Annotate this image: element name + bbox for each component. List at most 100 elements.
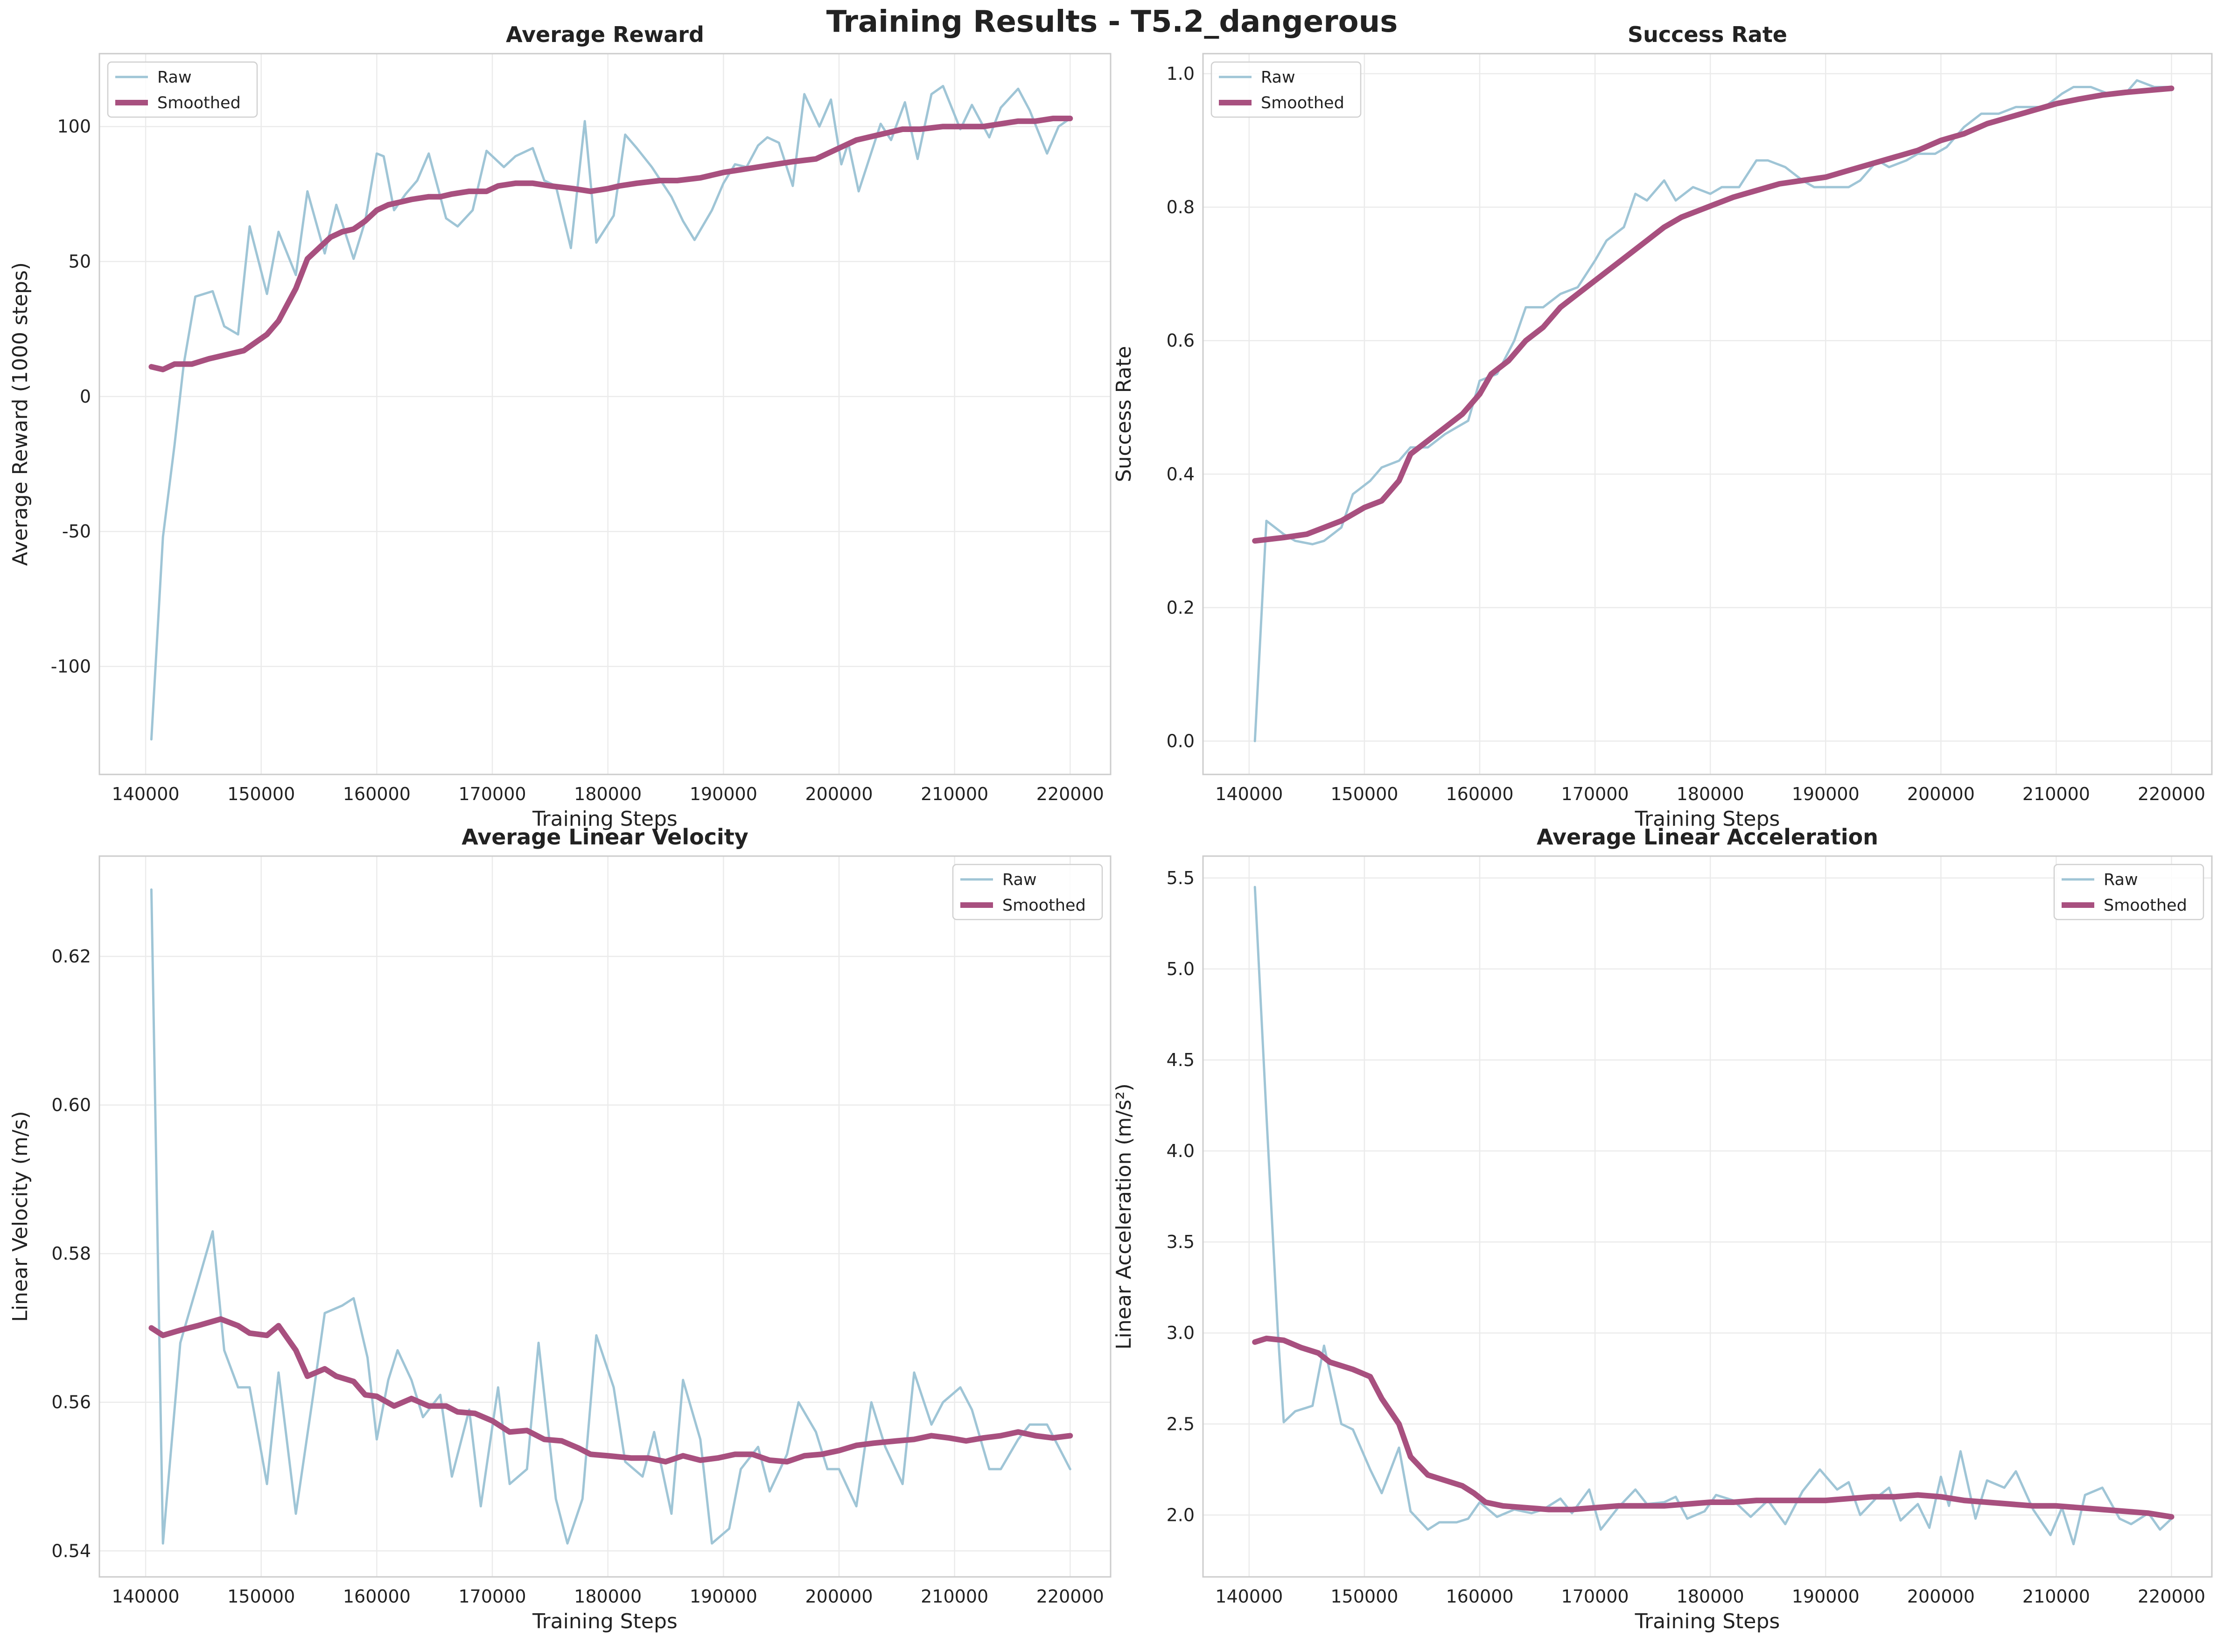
chart-title: Average Linear Velocity bbox=[462, 824, 748, 850]
x-tick-label: 190000 bbox=[1792, 784, 1860, 804]
x-axis-label: Training Steps bbox=[1635, 807, 1780, 831]
series-line-smoothed bbox=[1252, 85, 2175, 544]
x-tick-label: 200000 bbox=[1907, 784, 1975, 804]
legend: Raw Smoothed bbox=[1210, 61, 1362, 118]
grid bbox=[99, 54, 1111, 774]
grid bbox=[1203, 856, 2212, 1577]
x-tick-label: 200000 bbox=[1907, 1586, 1975, 1607]
y-axis-label: Linear Acceleration (m/s²) bbox=[1112, 1083, 1136, 1350]
legend: Raw Smoothed bbox=[107, 61, 258, 118]
x-tick-label: 180000 bbox=[574, 784, 642, 804]
x-tick-label: 210000 bbox=[921, 784, 988, 804]
y-tick-label: 4.0 bbox=[1167, 1141, 1195, 1161]
y-tick-label: 100 bbox=[57, 116, 91, 137]
y-tick-label: 0.56 bbox=[51, 1392, 91, 1413]
y-tick-label: 0.0 bbox=[1167, 731, 1195, 751]
x-tick-label: 170000 bbox=[1561, 784, 1629, 804]
x-tick-label: 150000 bbox=[1330, 1586, 1398, 1607]
x-tick-label: 170000 bbox=[459, 1586, 526, 1607]
x-tick-label: 150000 bbox=[227, 1586, 295, 1607]
x-tick-label: 180000 bbox=[574, 1586, 642, 1607]
legend-label-raw: Raw bbox=[157, 68, 192, 87]
series-line-raw bbox=[150, 84, 1071, 741]
x-tick-label: 140000 bbox=[1215, 1586, 1283, 1607]
chart-title: Success Rate bbox=[1628, 22, 1787, 47]
x-tick-label: 200000 bbox=[805, 1586, 873, 1607]
x-tick-label: 220000 bbox=[1036, 1586, 1104, 1607]
x-axis-label: Training Steps bbox=[1635, 1610, 1780, 1633]
legend: Raw Smoothed bbox=[952, 864, 1103, 920]
legend-label-raw: Raw bbox=[1002, 871, 1037, 889]
axes-frame bbox=[1202, 855, 2213, 1578]
legend-label-smoothed: Smoothed bbox=[1261, 94, 1344, 112]
y-tick-label: 0.6 bbox=[1167, 330, 1195, 351]
x-tick-label: 210000 bbox=[2022, 784, 2090, 804]
x-tick-label: 180000 bbox=[1677, 1586, 1744, 1607]
legend-label-smoothed: Smoothed bbox=[1002, 896, 1086, 915]
series-line-raw bbox=[1253, 885, 2173, 1546]
series-line-raw bbox=[150, 888, 1071, 1545]
series-line-smoothed bbox=[148, 1316, 1073, 1465]
legend-label-raw: Raw bbox=[1261, 68, 1295, 87]
y-tick-label: 3.0 bbox=[1167, 1323, 1195, 1343]
y-tick-label: 0.2 bbox=[1167, 597, 1195, 618]
chart-title: Average Reward bbox=[506, 22, 704, 47]
y-axis-label: Linear Velocity (m/s) bbox=[8, 1111, 32, 1322]
axes-frame bbox=[98, 855, 1112, 1578]
chart-average-linear-velocity: Average Linear Velocity 140000 150000 16000… bbox=[8, 824, 1112, 1633]
x-tick-label: 200000 bbox=[805, 784, 873, 804]
x-tick-label: 190000 bbox=[690, 784, 757, 804]
y-axis-label: Average Reward (1000 steps) bbox=[8, 262, 32, 566]
x-tick-label: 160000 bbox=[343, 1586, 411, 1607]
x-tick-label: 220000 bbox=[1036, 784, 1104, 804]
series-line-smoothed bbox=[148, 115, 1073, 372]
x-tick-label: 140000 bbox=[112, 1586, 180, 1607]
grid bbox=[1203, 54, 2212, 774]
x-tick-label: 150000 bbox=[1330, 784, 1398, 804]
y-tick-label: 5.5 bbox=[1167, 868, 1195, 888]
x-tick-label: 180000 bbox=[1677, 784, 1744, 804]
chart-average-linear-acceleration: Average Linear Acceleration 140000 150000 1… bbox=[1112, 824, 2213, 1633]
y-tick-label: 1.0 bbox=[1167, 63, 1195, 84]
y-tick-label: 0.60 bbox=[51, 1095, 91, 1115]
figure-title: Training Results - T5.2_dangerous bbox=[826, 5, 1398, 39]
x-tick-label: 160000 bbox=[1446, 784, 1513, 804]
x-tick-label: 170000 bbox=[1561, 1586, 1629, 1607]
x-tick-label: 220000 bbox=[2138, 1586, 2205, 1607]
legend-label-smoothed: Smoothed bbox=[2104, 896, 2187, 915]
y-tick-label: 0.4 bbox=[1167, 464, 1195, 484]
x-tick-label: 190000 bbox=[1792, 1586, 1860, 1607]
x-tick-label: 170000 bbox=[459, 784, 526, 804]
x-tick-label: 210000 bbox=[921, 1586, 988, 1607]
y-tick-label: 2.0 bbox=[1167, 1505, 1195, 1525]
chart-average-reward: Average Reward 140000 150000 160000 170000 18… bbox=[8, 22, 1112, 831]
legend: Raw Smoothed bbox=[2053, 864, 2204, 920]
x-tick-label: 220000 bbox=[2138, 784, 2205, 804]
x-tick-label: 160000 bbox=[343, 784, 411, 804]
y-tick-label: 0.62 bbox=[51, 946, 91, 967]
series-line-smoothed bbox=[1252, 1335, 2175, 1520]
legend-label-smoothed: Smoothed bbox=[157, 94, 241, 112]
x-tick-label: 140000 bbox=[112, 784, 180, 804]
y-tick-label: 5.0 bbox=[1167, 959, 1195, 979]
x-tick-label: 150000 bbox=[227, 784, 295, 804]
chart-title: Average Linear Acceleration bbox=[1537, 824, 1878, 850]
y-tick-label: 0 bbox=[80, 386, 91, 407]
x-tick-label: 190000 bbox=[690, 1586, 757, 1607]
x-tick-label: 140000 bbox=[1215, 784, 1283, 804]
y-tick-label: 0.54 bbox=[51, 1540, 91, 1561]
grid bbox=[99, 856, 1111, 1577]
y-tick-label: 0.58 bbox=[51, 1243, 91, 1264]
x-axis-label: Training Steps bbox=[532, 1610, 678, 1633]
y-tick-label: -100 bbox=[51, 656, 91, 677]
series-line-raw bbox=[1253, 79, 2173, 742]
y-tick-label: 0.8 bbox=[1167, 197, 1195, 217]
y-tick-label: 3.5 bbox=[1167, 1232, 1195, 1252]
y-axis-label: Success Rate bbox=[1112, 346, 1136, 482]
x-axis-label: Training Steps bbox=[532, 807, 678, 831]
chart-success-rate: Success Rate 140000 150000 160000 170000 1800… bbox=[1112, 22, 2213, 831]
x-tick-label: 210000 bbox=[2022, 1586, 2090, 1607]
x-tick-label: 160000 bbox=[1446, 1586, 1513, 1607]
axes-frame bbox=[1202, 53, 2213, 775]
